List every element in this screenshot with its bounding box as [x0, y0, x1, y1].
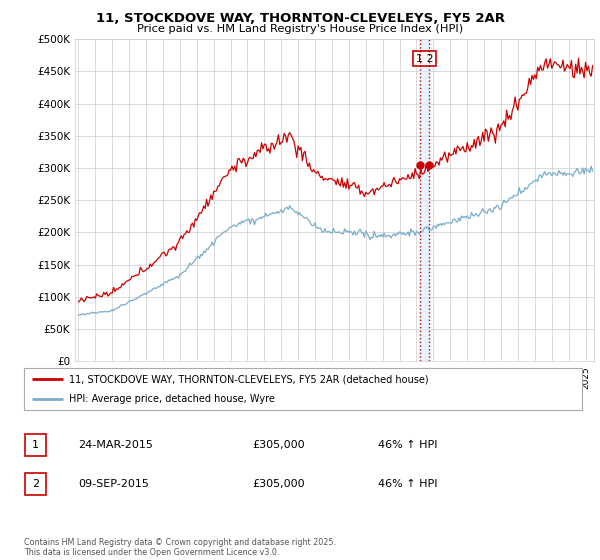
Text: 2: 2: [32, 479, 39, 489]
Text: 09-SEP-2015: 09-SEP-2015: [78, 479, 149, 489]
FancyBboxPatch shape: [25, 473, 46, 496]
Text: 24-MAR-2015: 24-MAR-2015: [78, 440, 153, 450]
Text: 1: 1: [32, 440, 39, 450]
Text: 1 2: 1 2: [416, 54, 433, 63]
Text: 46% ↑ HPI: 46% ↑ HPI: [378, 479, 437, 489]
Text: £305,000: £305,000: [252, 479, 305, 489]
Text: 11, STOCKDOVE WAY, THORNTON-CLEVELEYS, FY5 2AR: 11, STOCKDOVE WAY, THORNTON-CLEVELEYS, F…: [95, 12, 505, 25]
Text: Price paid vs. HM Land Registry's House Price Index (HPI): Price paid vs. HM Land Registry's House …: [137, 24, 463, 34]
FancyBboxPatch shape: [25, 434, 46, 456]
Text: 46% ↑ HPI: 46% ↑ HPI: [378, 440, 437, 450]
Text: HPI: Average price, detached house, Wyre: HPI: Average price, detached house, Wyre: [68, 394, 275, 404]
Bar: [420, 39, 428, 361]
Text: 11, STOCKDOVE WAY, THORNTON-CLEVELEYS, FY5 2AR (detached house): 11, STOCKDOVE WAY, THORNTON-CLEVELEYS, F…: [68, 374, 428, 384]
Text: £305,000: £305,000: [252, 440, 305, 450]
FancyBboxPatch shape: [24, 368, 582, 410]
Text: Contains HM Land Registry data © Crown copyright and database right 2025.
This d: Contains HM Land Registry data © Crown c…: [24, 538, 336, 557]
